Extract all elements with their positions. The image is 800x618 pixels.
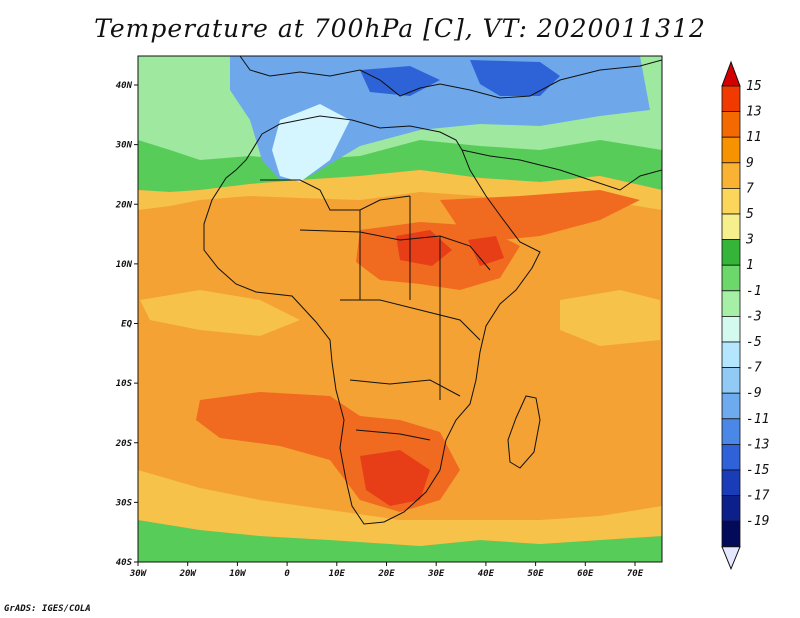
colorbar-label: -3: [746, 309, 762, 324]
temperature-field: [138, 56, 662, 562]
colorbar-over-triangle: [721, 60, 741, 87]
lon-tick-label: 10E: [329, 569, 346, 579]
colorbar-label: 9: [746, 156, 754, 171]
colorbar-swatch: [721, 392, 741, 420]
lon-tick-label: 10W: [229, 569, 247, 579]
colorbar-swatch: [721, 469, 741, 497]
colorbar-label: -9: [746, 386, 762, 401]
colorbar-label: -15: [746, 463, 770, 478]
colorbar-swatch: [721, 187, 741, 215]
colorbar-swatch: [721, 315, 741, 343]
lon-tick-label: 20W: [179, 569, 198, 579]
colorbar-swatch: [721, 418, 741, 445]
coastlines: [203, 56, 662, 525]
colorbar-label: -7: [746, 361, 762, 376]
credit-label: GrADS: IGES/COLA: [4, 604, 91, 614]
colorbar-swatch: [721, 111, 741, 138]
colorbar-swatch: [721, 443, 741, 471]
lon-tick-label: 70E: [627, 569, 644, 579]
colorbar-swatch: [721, 162, 741, 189]
lat-tick-label: 10N: [116, 260, 133, 270]
lon-tick-label: 30E: [427, 569, 445, 579]
colorbar-label: -19: [746, 514, 769, 529]
colorbar-label: -1: [746, 284, 762, 299]
lat-tick-label: 30S: [115, 498, 133, 508]
colorbar-swatch: [721, 264, 741, 292]
plot-frame: [137, 55, 663, 563]
colorbar-swatch: [721, 341, 741, 369]
colorbar-swatch: [721, 213, 741, 241]
colorbar-label: 11: [746, 130, 762, 145]
colorbar-label: -11: [746, 412, 769, 427]
lat-tick-label: 10S: [116, 379, 133, 389]
colorbar-label: 5: [746, 207, 754, 222]
lon-tick-label: 20E: [377, 569, 395, 579]
lat-tick-label: 40N: [116, 81, 133, 91]
colorbar-label: -17: [746, 489, 770, 504]
lon-tick-label: 0: [284, 569, 290, 579]
colorbar-label: 13: [746, 105, 762, 120]
latitude-axis: 40N 30N 20N 10N EQ 10S 20S 30S 40S: [115, 81, 138, 568]
colorbar-swatch: [721, 290, 741, 317]
colorbar-label: 15: [746, 79, 762, 94]
colorbar-under-triangle: [721, 546, 741, 571]
longitude-axis: 30W 20W 10W 0 10E 20E 30E 40E 50E 60E 70E: [129, 562, 644, 579]
colorbar-swatch: [721, 495, 741, 522]
lon-tick-label: 40E: [478, 569, 495, 579]
colorbar-swatch: [721, 520, 741, 548]
colorbar-label: -5: [746, 335, 762, 350]
lon-tick-label: 50E: [527, 569, 544, 579]
colorbar-label: 3: [745, 233, 754, 248]
colorbar-swatch: [721, 239, 741, 266]
lat-tick-label: 20S: [115, 439, 133, 449]
colorbar: 15 13 11 9 7 5 3 1 -1 -3 -5 -7 -9 -11 -13 -15 -17 -19: [721, 60, 770, 571]
colorbar-label: 1: [746, 258, 754, 273]
colorbar-swatch: [721, 367, 741, 394]
lon-tick-label: 60E: [577, 569, 594, 579]
colorbar-label: 7: [746, 181, 754, 196]
lat-tick-label: EQ: [121, 320, 132, 330]
lat-tick-label: 20N: [115, 200, 133, 210]
colorbar-label: -13: [746, 437, 769, 452]
colorbar-swatch: [721, 85, 741, 113]
lat-tick-label: 40S: [116, 558, 133, 568]
lon-tick-label: 30W: [129, 569, 148, 579]
lat-tick-label: 30N: [115, 141, 133, 151]
colorbar-swatch: [721, 136, 741, 164]
map-title: Temperature at 700hPa [C], VT: 202001131…: [94, 14, 706, 43]
